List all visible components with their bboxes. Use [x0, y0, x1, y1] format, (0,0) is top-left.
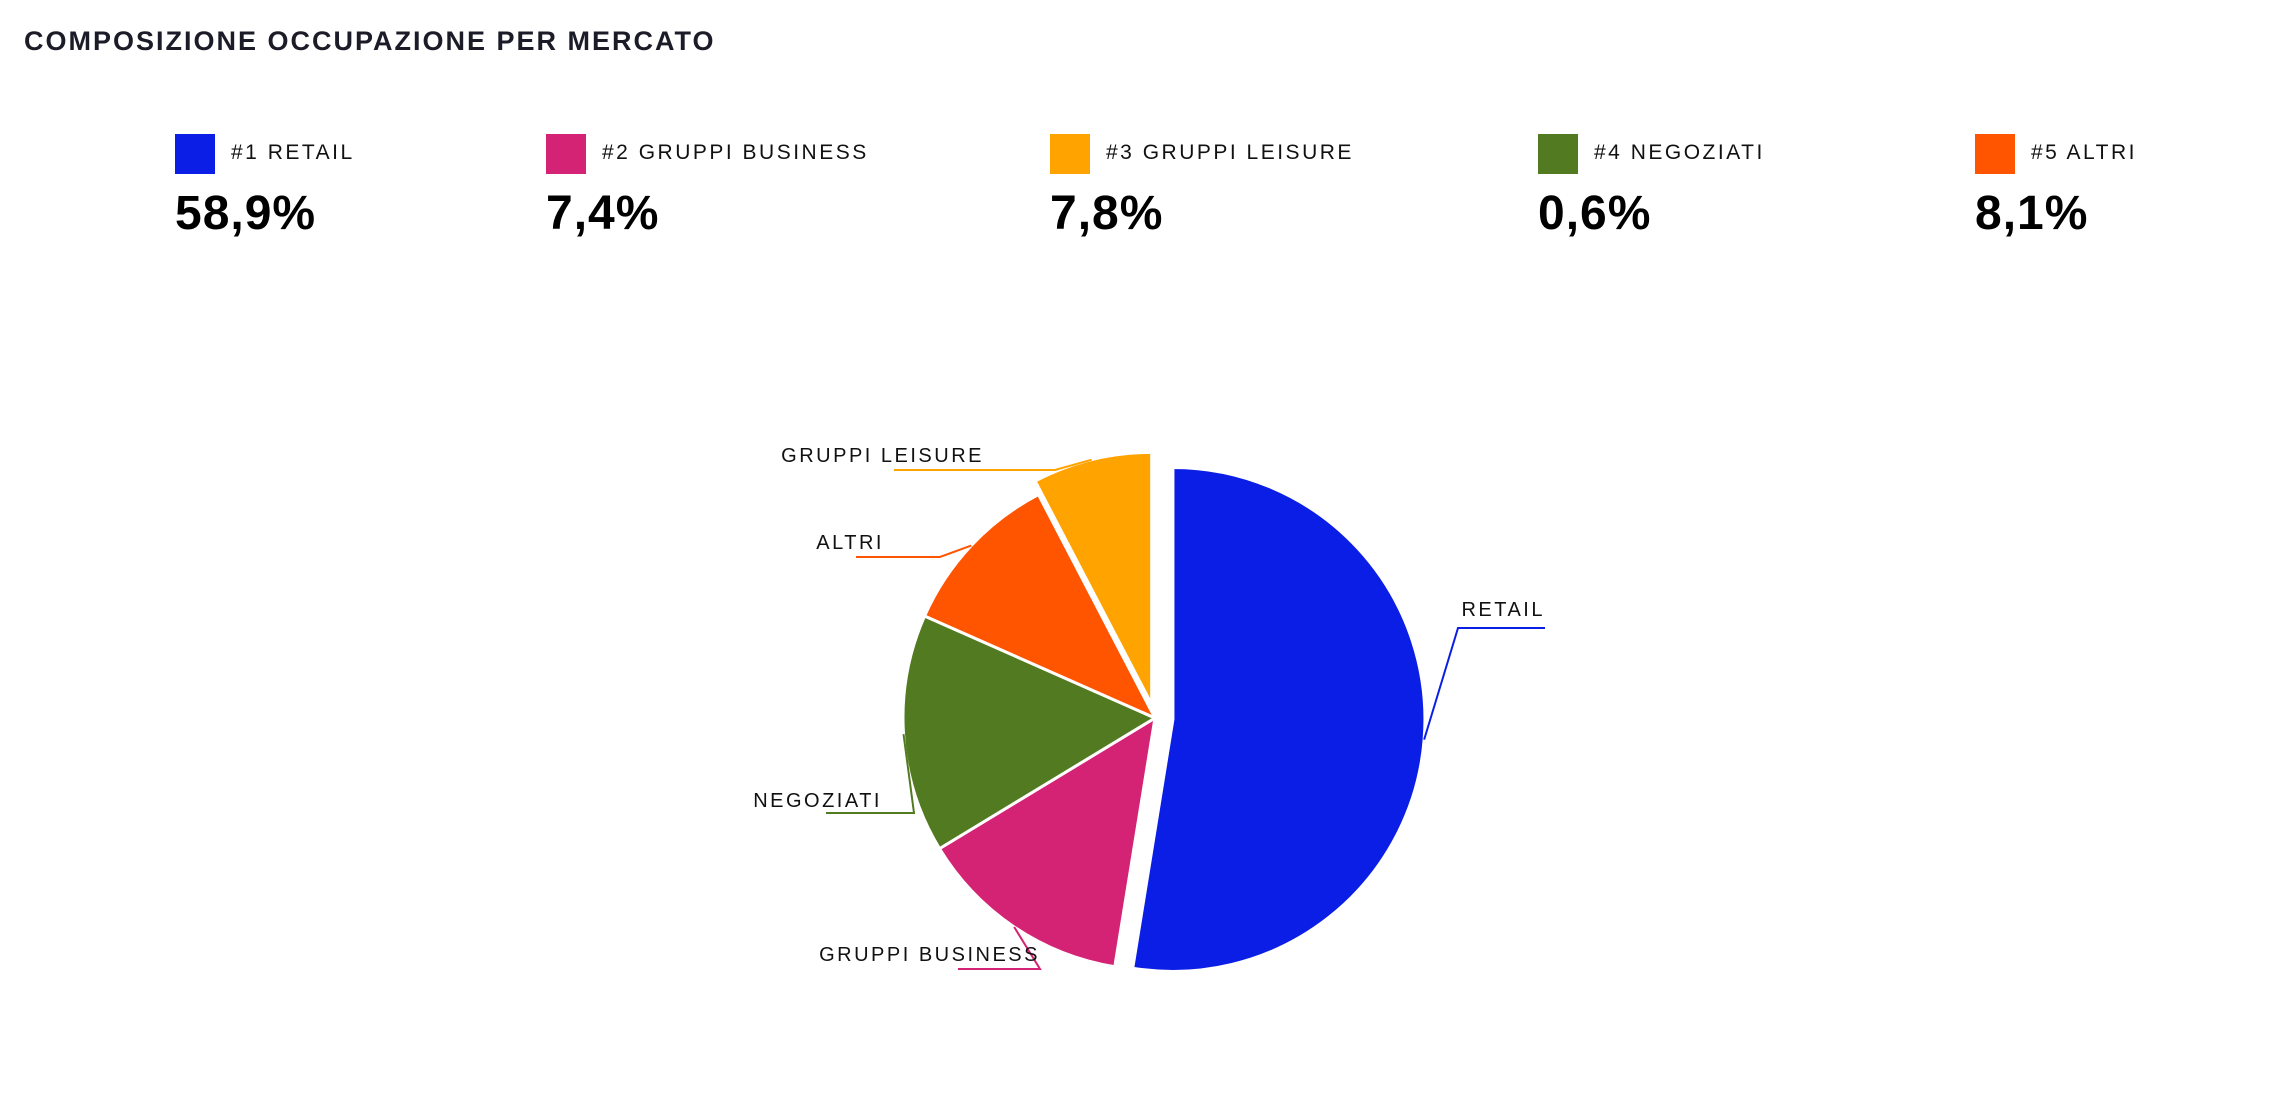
- slice-label-gruppi-business: GRUPPI BUSINESS: [819, 944, 1040, 966]
- slice-label-retail: RETAIL: [1461, 599, 1545, 621]
- leader-line-negoziati: [826, 734, 916, 814]
- pie-slice-gruppi-leisure: [1033, 450, 1154, 706]
- slice-label-negoziati: NEGOZIATI: [753, 790, 882, 812]
- legend-value-gruppi-leisure: 7,8%: [1050, 187, 1164, 240]
- leader-line-retail: [1423, 627, 1545, 740]
- legend-swatch-retail: [175, 134, 215, 174]
- pie-slice-altri: [923, 493, 1157, 720]
- leader-line-altri: [856, 544, 972, 558]
- slice-label-gruppi-leisure: GRUPPI LEISURE: [781, 445, 984, 467]
- legend-value-gruppi-business: 7,4%: [546, 187, 660, 240]
- legend-swatch-gruppi-leisure: [1050, 134, 1090, 174]
- leader-line-gruppi-leisure: [894, 458, 1092, 471]
- legend-value-retail: 58,9%: [175, 187, 317, 240]
- legend-label-negoziati: #4 NEGOZIATI: [1594, 141, 1765, 164]
- legend-swatch-gruppi-business: [546, 134, 586, 174]
- pie-slice-retail: [1131, 465, 1427, 973]
- legend-value-negoziati: 0,6%: [1538, 187, 1652, 240]
- legend-label-retail: #1 RETAIL: [231, 141, 355, 164]
- legend-label-gruppi-leisure: #3 GRUPPI LEISURE: [1106, 141, 1354, 164]
- leader-line-gruppi-business: [958, 926, 1042, 970]
- legend-swatch-negoziati: [1538, 134, 1578, 174]
- legend-label-altri: #5 ALTRI: [2031, 141, 2137, 164]
- slice-label-altri: ALTRI: [816, 532, 884, 554]
- page-title: COMPOSIZIONE OCCUPAZIONE PER MERCATO: [24, 26, 716, 56]
- pie-slice-gruppi-business: [938, 716, 1157, 969]
- legend-swatch-altri: [1975, 134, 2015, 174]
- legend-value-altri: 8,1%: [1975, 187, 2089, 240]
- legend-label-gruppi-business: #2 GRUPPI BUSINESS: [602, 141, 869, 164]
